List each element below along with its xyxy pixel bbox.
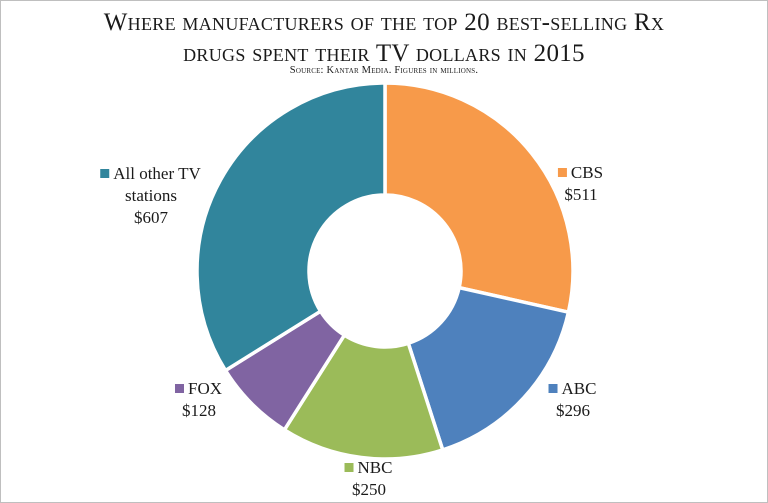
chart-title-line-1: Where manufacturers of the top 20 best-s… (103, 9, 665, 36)
legend-swatch-fox (174, 384, 184, 393)
chart-title-line-2: drugs spent their TV dollars in 2015 (183, 40, 585, 67)
chart-subtitle: Source: Kantar Media. Figures in million… (289, 65, 479, 76)
slice-label-fox: FOX $128 (174, 379, 222, 420)
slice-value-nbc: $250 (352, 480, 386, 499)
slice-all-other-tv-stations (195, 81, 387, 373)
slice-name-abc: ABC (562, 379, 597, 398)
slice-name-all-other-tv-stations: All other TV stations (113, 164, 201, 205)
slice-label-abc: ABC $296 (548, 379, 597, 420)
slice-label-all-other-tv-stations: All other TV stations $607 (100, 164, 201, 227)
slice-value-fox: $128 (182, 401, 216, 420)
legend-swatch-cbs (557, 168, 567, 177)
slice-name-nbc: NBC (358, 458, 393, 477)
chart-title: Where manufacturers of the top 20 best-s… (1, 7, 767, 69)
slice-label-cbs: CBS $511 (557, 163, 603, 204)
slice-abc (406, 285, 571, 453)
legend-swatch-nbc (344, 463, 354, 472)
slice-cbs (383, 81, 575, 315)
slice-value-all-other-tv-stations: $607 (134, 208, 169, 227)
slice-name-fox: FOX (188, 379, 222, 398)
slice-label-nbc: NBC $250 (344, 458, 393, 499)
slice-value-cbs: $511 (564, 185, 597, 204)
slice-nbc (282, 332, 445, 461)
slice-value-abc: $296 (556, 401, 590, 420)
slice-name-cbs: CBS (571, 163, 603, 182)
legend-swatch-all-other-tv-stations (100, 169, 110, 178)
legend-swatch-abc (548, 384, 558, 393)
